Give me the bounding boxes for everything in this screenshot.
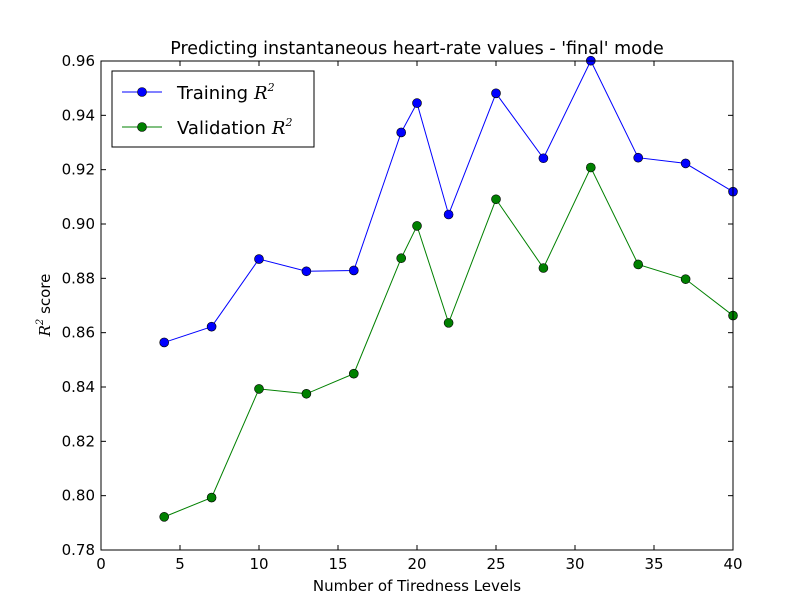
legend-label-validation-exponent: 2	[284, 116, 292, 129]
series-line-training	[164, 59, 734, 343]
legend: Training R2 Validation R2	[111, 70, 315, 148]
data-point-training	[159, 337, 169, 348]
legend-entry-validation: Validation R2	[122, 116, 292, 139]
y-tick-label: 0.82	[62, 432, 95, 450]
y-axis-label: R2 score	[35, 274, 54, 338]
x-tick-label: 30	[565, 555, 584, 573]
legend-label-training-symbol: R	[253, 83, 268, 104]
axis-ticks: 0 5 10 15 20 25 30 35 40 0.78 0.80 0.82 0.84 0.86 0.88…	[62, 52, 743, 573]
data-point-validation	[443, 318, 454, 328]
data-point-validation	[412, 221, 422, 231]
y-tick-label: 0.96	[62, 52, 95, 70]
plot-area	[159, 55, 738, 522]
y-tick-label: 0.88	[62, 269, 95, 287]
data-point-validation	[491, 194, 501, 205]
data-point-training	[206, 321, 217, 332]
data-point-validation	[680, 274, 691, 284]
legend-box	[111, 70, 315, 148]
x-tick-label: 10	[249, 555, 268, 573]
legend-label-validation-name: Validation	[177, 118, 266, 139]
y-axis-label-exponent: 2	[35, 319, 46, 326]
x-tick-label: 40	[723, 555, 742, 573]
legend-label-validation-symbol: R	[271, 118, 286, 139]
series-line-validation	[164, 166, 734, 518]
data-point-training	[348, 265, 359, 276]
data-point-validation	[633, 259, 644, 270]
data-point-training	[301, 266, 312, 277]
data-point-training	[254, 254, 264, 264]
x-tick-label: 5	[175, 555, 185, 573]
legend-label-training-name: Training	[176, 83, 248, 104]
data-point-training	[680, 158, 691, 169]
x-tick-label: 35	[644, 555, 663, 573]
data-point-validation	[396, 253, 407, 264]
y-tick-label: 0.92	[62, 161, 95, 179]
legend-marker-training	[137, 87, 147, 97]
legend-label-training: Training R2	[176, 81, 275, 104]
y-tick-label: 0.80	[62, 487, 95, 505]
x-tick-label: 0	[96, 555, 106, 573]
data-point-training	[538, 153, 549, 164]
data-point-training	[412, 98, 422, 108]
x-tick-label: 25	[486, 555, 505, 573]
y-tick-label: 0.90	[62, 215, 95, 233]
x-tick-label: 15	[328, 555, 347, 573]
data-point-training	[633, 152, 644, 163]
y-tick-label: 0.94	[62, 106, 95, 124]
y-tick-label: 0.84	[62, 378, 95, 396]
y-axis-label-symbol: R	[36, 325, 54, 337]
data-point-validation	[348, 368, 359, 379]
data-point-validation	[538, 263, 549, 273]
chart-title: Predicting instantaneous heart-rate valu…	[170, 39, 664, 59]
legend-entry-training: Training R2	[122, 81, 275, 104]
data-point-validation	[254, 384, 264, 394]
x-axis-label: Number of Tiredness Levels	[313, 577, 521, 595]
data-point-training	[443, 209, 454, 220]
data-point-validation	[159, 512, 169, 522]
x-tick-label: 20	[407, 555, 426, 573]
data-point-validation	[206, 492, 217, 503]
y-axis-label-text: score	[36, 274, 54, 319]
legend-label-validation: Validation R2	[177, 116, 292, 139]
legend-label-training-exponent: 2	[267, 81, 275, 94]
data-point-training	[396, 127, 407, 138]
y-tick-label: 0.78	[62, 541, 95, 559]
data-point-validation	[585, 162, 596, 173]
data-point-training	[491, 88, 501, 99]
legend-marker-validation	[137, 122, 147, 132]
data-point-validation	[301, 388, 312, 399]
y-tick-label: 0.86	[62, 324, 95, 342]
